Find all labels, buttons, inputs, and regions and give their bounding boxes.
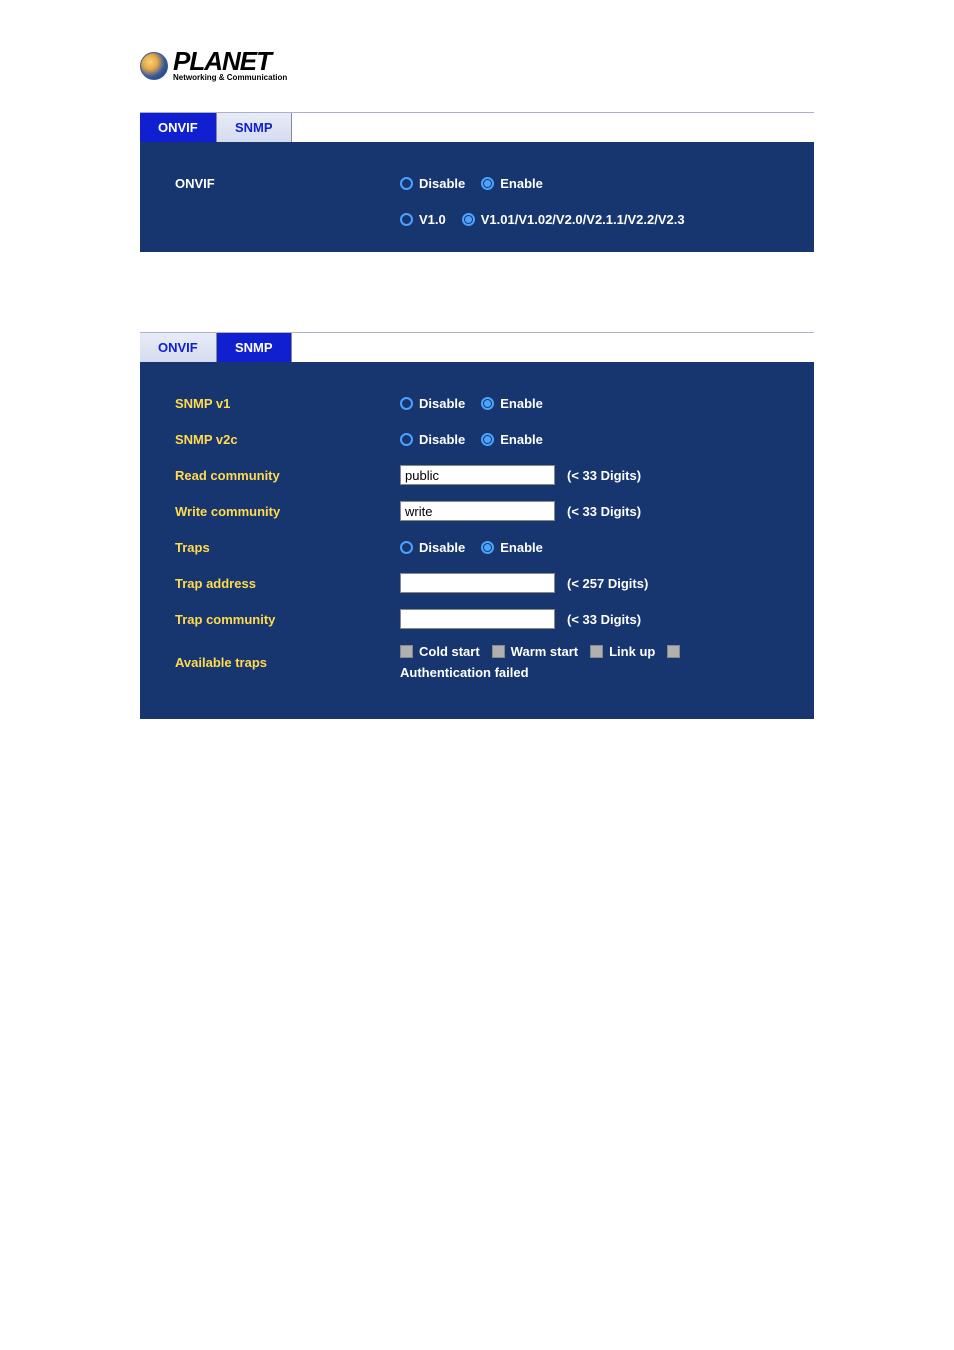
snmp-v2c-disable-radio[interactable] [400,433,413,446]
write-community-label: Write community [175,504,400,519]
warm-start-label: Warm start [511,644,578,659]
tab-onvif[interactable]: ONVIF [140,113,217,142]
tabs: ONVIF SNMP [140,112,814,142]
trap-community-hint: (< 33 Digits) [567,612,641,627]
trap-address-input[interactable] [400,573,555,593]
cold-start-checkbox[interactable] [400,645,413,658]
traps-disable-label: Disable [419,540,465,555]
snmp-v1-label: SNMP v1 [175,396,400,411]
logo: PLANET Networking & Communication [140,50,814,82]
onvif-vnewer-label: V1.01/V1.02/V2.0/V2.1.1/V2.2/V2.3 [481,212,685,227]
tab-onvif[interactable]: ONVIF [140,333,217,362]
onvif-vnewer-radio[interactable] [462,213,475,226]
onvif-v10-label: V1.0 [419,212,446,227]
read-community-label: Read community [175,468,400,483]
onvif-disable-label: Disable [419,176,465,191]
link-up-checkbox[interactable] [590,645,603,658]
onvif-enable-label: Enable [500,176,543,191]
auth-failed-label: Authentication failed [400,665,529,680]
link-up-label: Link up [609,644,655,659]
logo-name: PLANET [173,50,287,72]
snmp-v2c-enable-radio[interactable] [481,433,494,446]
traps-enable-label: Enable [500,540,543,555]
trap-community-input[interactable] [400,609,555,629]
onvif-panel: ONVIF SNMP ONVIF Disable Enable V1.0 V1.… [140,112,814,252]
logo-globe-icon [140,52,168,80]
onvif-label: ONVIF [175,176,400,191]
snmp-panel: ONVIF SNMP SNMP v1 Disable Enable SNMP v… [140,332,814,719]
read-community-input[interactable] [400,465,555,485]
snmp-v1-disable-label: Disable [419,396,465,411]
read-community-hint: (< 33 Digits) [567,468,641,483]
snmp-v2c-enable-label: Enable [500,432,543,447]
snmp-v2c-disable-label: Disable [419,432,465,447]
snmp-v1-enable-label: Enable [500,396,543,411]
available-traps-label: Available traps [175,655,400,670]
onvif-v10-radio[interactable] [400,213,413,226]
trap-address-label: Trap address [175,576,400,591]
tab-snmp[interactable]: SNMP [217,113,292,142]
tab-snmp[interactable]: SNMP [217,333,292,362]
tabs: ONVIF SNMP [140,332,814,362]
trap-community-label: Trap community [175,612,400,627]
onvif-disable-radio[interactable] [400,177,413,190]
snmp-v2c-label: SNMP v2c [175,432,400,447]
trap-address-hint: (< 257 Digits) [567,576,648,591]
cold-start-label: Cold start [419,644,480,659]
auth-failed-checkbox[interactable] [667,645,680,658]
onvif-enable-radio[interactable] [481,177,494,190]
traps-enable-radio[interactable] [481,541,494,554]
snmp-v1-disable-radio[interactable] [400,397,413,410]
warm-start-checkbox[interactable] [492,645,505,658]
traps-label: Traps [175,540,400,555]
traps-disable-radio[interactable] [400,541,413,554]
logo-tagline: Networking & Communication [173,73,287,82]
write-community-input[interactable] [400,501,555,521]
write-community-hint: (< 33 Digits) [567,504,641,519]
snmp-v1-enable-radio[interactable] [481,397,494,410]
